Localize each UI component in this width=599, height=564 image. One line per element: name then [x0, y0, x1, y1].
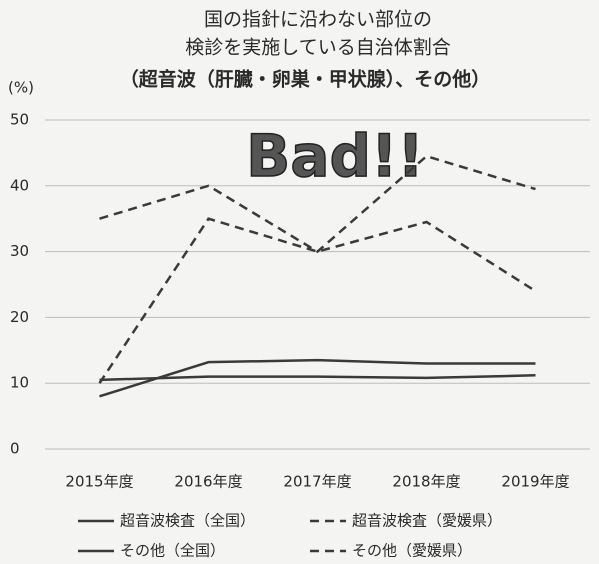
x-tick-label: 2015年度 — [65, 473, 133, 491]
y-tick-label: 30 — [10, 242, 29, 260]
legend-label: 超音波検査（全国） — [120, 512, 255, 530]
y-axis-label: (%) — [8, 79, 34, 97]
chart-title: 検診を実施している自治体割合 — [185, 37, 450, 59]
legend-label: 超音波検査（愛媛県） — [352, 512, 502, 530]
series-line — [99, 374, 536, 382]
legend-label: その他（愛媛県） — [352, 542, 472, 560]
chart-title: （超音波（肝臓・卵巣・甲状腺）、その他） — [120, 68, 491, 91]
y-tick-label: 10 — [10, 374, 29, 392]
x-tick-label: 2019年度 — [501, 473, 569, 491]
y-tick-label: 40 — [10, 176, 29, 194]
x-tick-label: 2017年度 — [283, 473, 351, 491]
y-tick-label: 0 — [10, 440, 20, 458]
x-tick-label: 2016年度 — [174, 473, 242, 491]
series-line — [99, 358, 536, 398]
y-tick-label: 50 — [10, 111, 29, 129]
chart-title: 国の指針に沿わない部位の — [204, 9, 432, 31]
x-tick-label: 2018年度 — [392, 473, 460, 491]
legend-label: その他（全国） — [120, 542, 225, 560]
series-line — [98, 217, 537, 384]
y-tick-label: 20 — [10, 308, 29, 326]
series-line — [99, 154, 536, 254]
annotation: Bad!! — [246, 122, 424, 190]
